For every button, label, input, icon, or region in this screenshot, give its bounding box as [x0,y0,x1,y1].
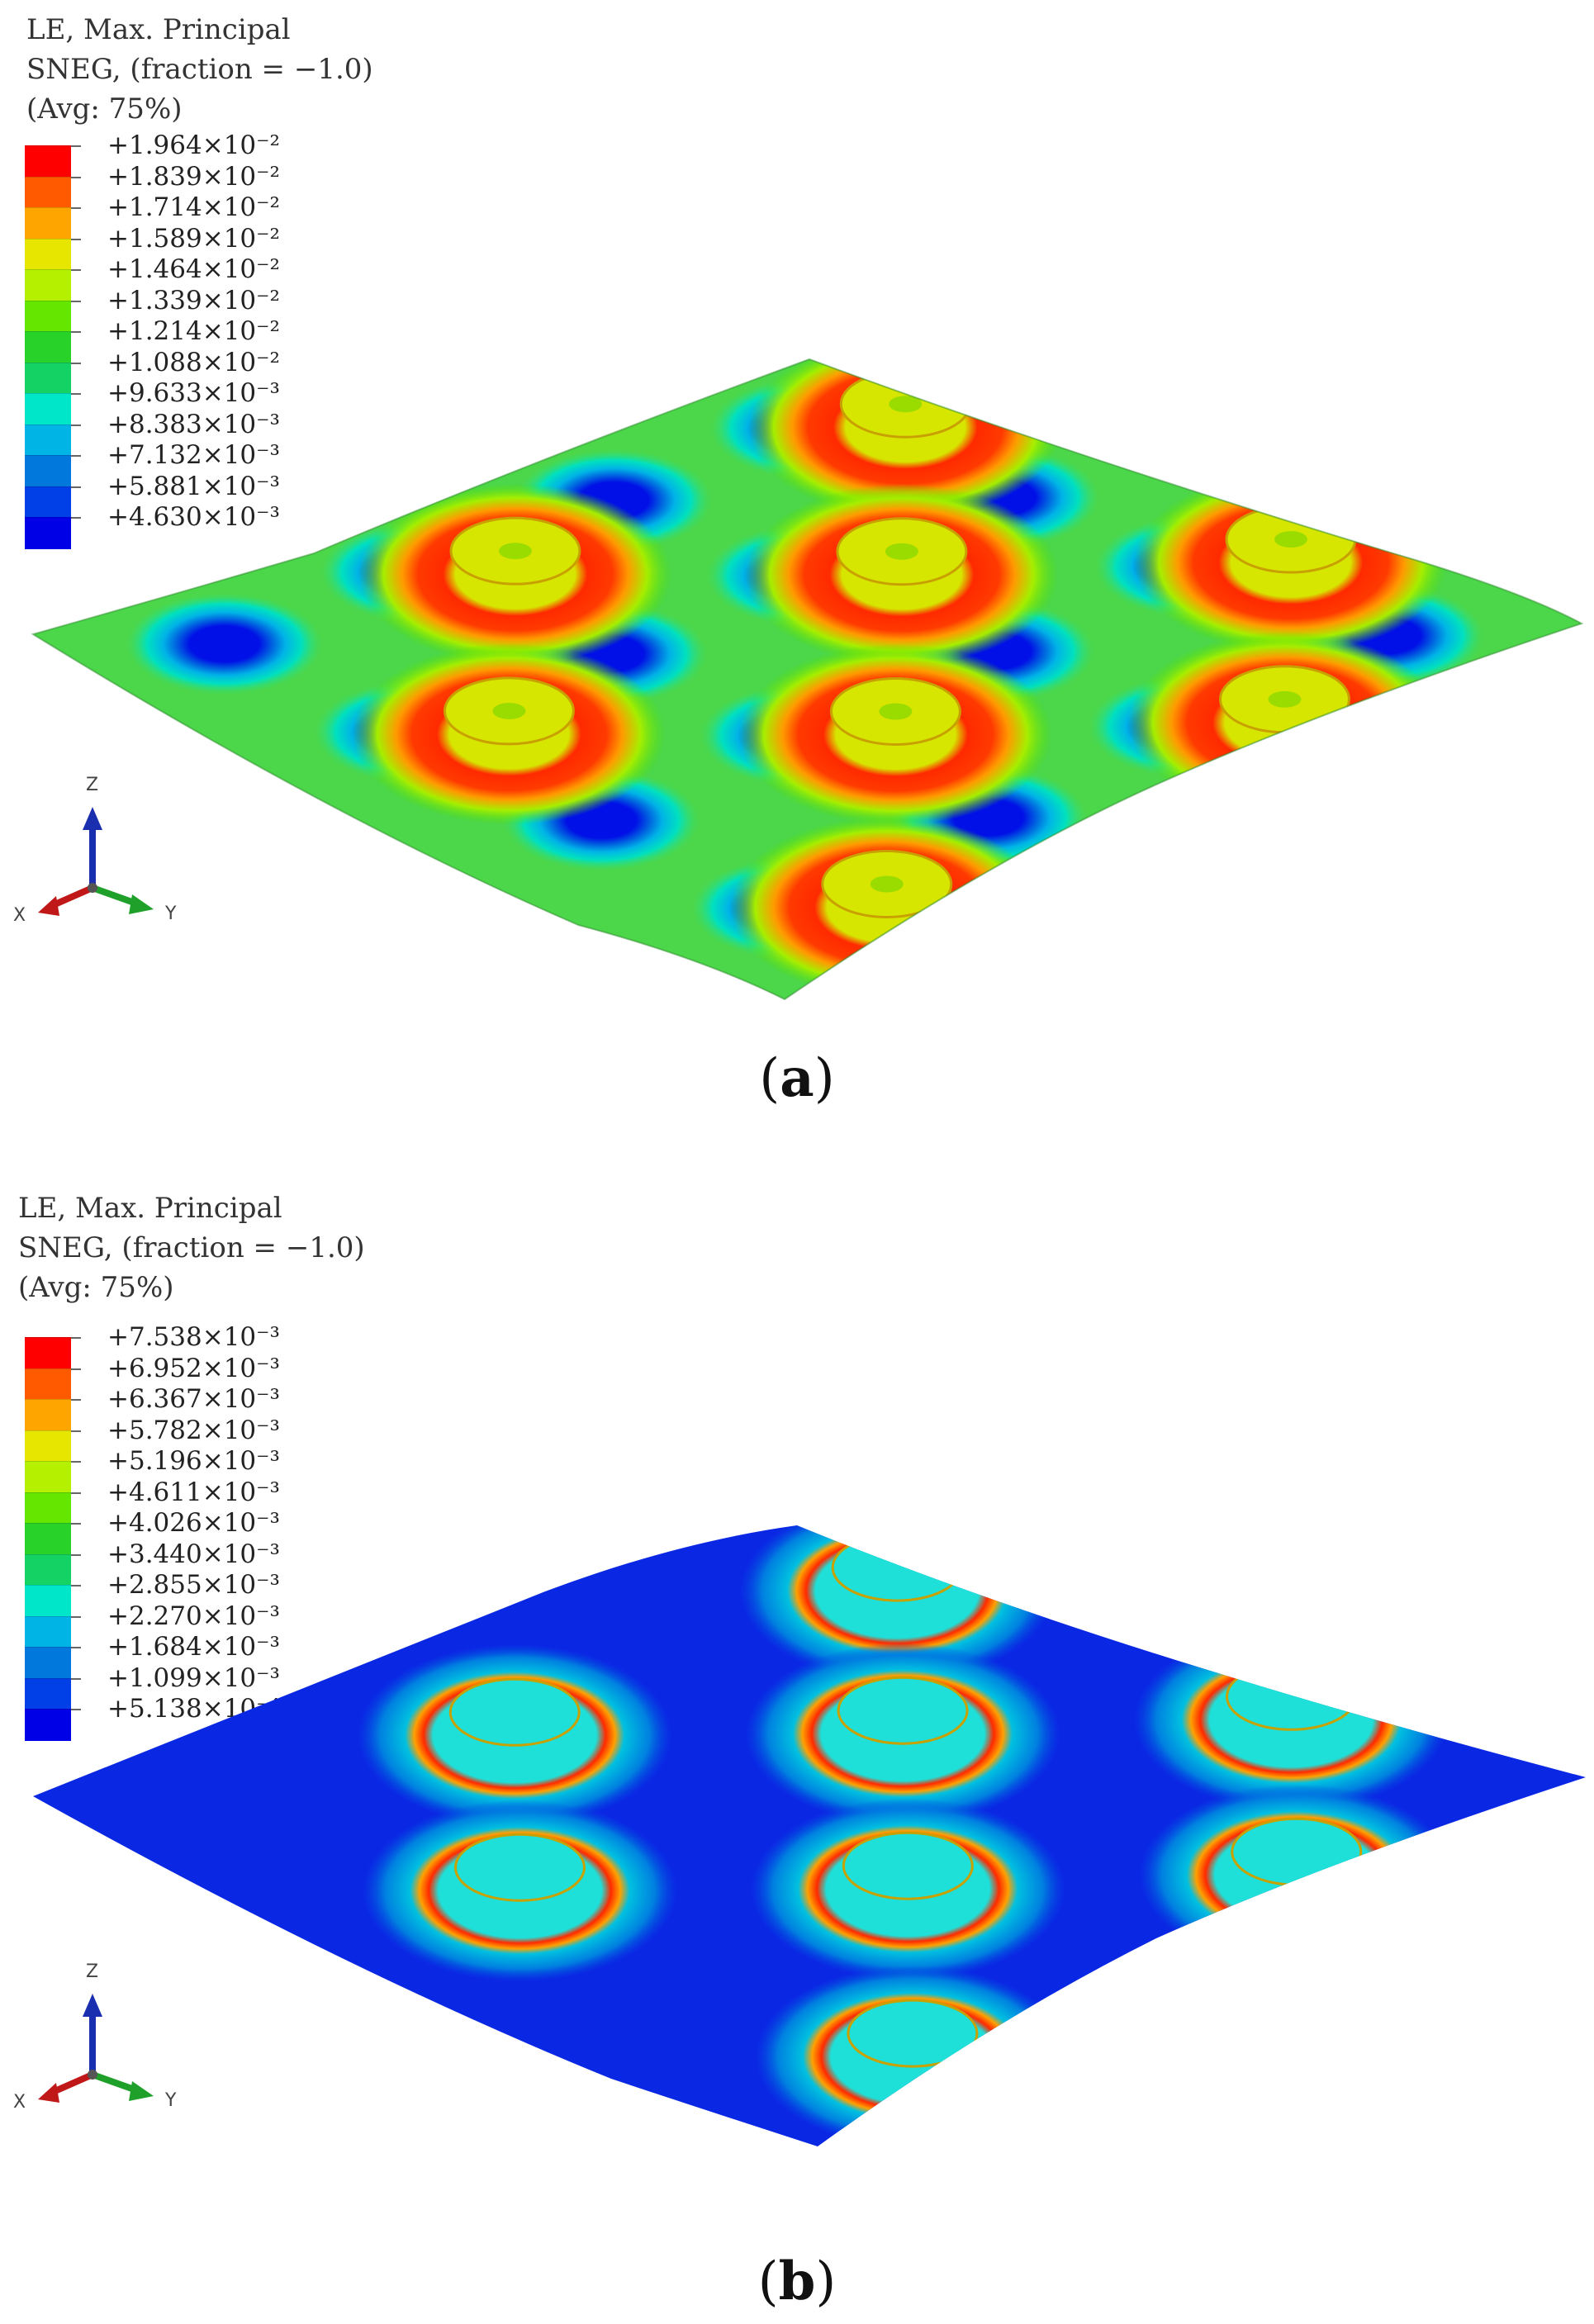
triad-y-label: Y [165,904,177,924]
legend-label: +4.611×10⁻³ [107,1477,280,1507]
legend-label: +3.440×10⁻³ [107,1539,280,1569]
legend-swatch [25,207,71,240]
dome-cap [448,1677,581,1747]
legend-swatch [25,1337,71,1369]
dome-cap [1226,1662,1358,1731]
legend-label: +5.881×10⁻³ [107,471,280,501]
legend-swatch [25,331,71,363]
legend-label: +1.714×10⁻² [107,192,280,222]
legend-swatch [25,300,71,332]
legend-swatch [25,424,71,456]
panel-caption-a: (a) [759,1047,835,1109]
z-axis-arrow-icon [83,807,102,830]
dome-cap [842,1831,974,1900]
dome-cap [453,1833,586,1902]
legend-label: +4.630×10⁻³ [107,502,280,532]
contour-section-point: SNEG, (fraction = −1.0) [26,53,373,86]
strain-low-region [125,592,324,695]
contour-variable-title: LE, Max. Principal [26,13,291,46]
legend-swatch [25,1615,71,1648]
legend-swatch [25,176,71,208]
panel-a: LE, Max. Principal SNEG, (fraction = −1.… [13,13,1584,1109]
legend-label: +2.855×10⁻³ [107,1570,280,1600]
triad-z-label: Z [86,775,99,795]
legend-label: +6.952×10⁻³ [107,1353,280,1383]
legend-swatch [25,1461,71,1493]
legend-label: +4.026×10⁻³ [107,1508,280,1538]
strain-contour-plot [31,358,1584,1001]
triad-y-label: Y [165,2090,177,2111]
contour-averaging: (Avg: 75%) [18,1271,174,1304]
legend-label: +9.633×10⁻³ [107,378,280,408]
dome-cap [847,1999,979,2068]
legend-swatch [25,1492,71,1524]
legend-label: +1.088×10⁻² [107,347,280,377]
legend-swatch [25,238,71,270]
legend-label: +1.684×10⁻³ [107,1632,280,1662]
legend-label: +5.196×10⁻³ [107,1446,280,1476]
legend-label: +1.214×10⁻² [107,316,280,346]
panel-b: LE, Max. Principal SNEG, (fraction = −1.… [0,1162,1594,2324]
legend-label: +1.339×10⁻² [107,285,280,315]
dome-cap [837,1676,969,1745]
legend-swatch [25,455,71,487]
legend-swatch [25,517,71,549]
legend-swatch [25,1553,71,1586]
legend-label: +7.538×10⁻³ [107,1322,280,1352]
legend-swatch [25,362,71,394]
legend-swatch [25,486,71,518]
legend-label: +1.464×10⁻² [107,254,280,284]
legend-swatch [25,1368,71,1400]
legend-label: +8.383×10⁻³ [107,409,280,439]
contour-section-point: SNEG, (fraction = −1.0) [18,1231,365,1264]
triad-z-label: Z [86,1961,99,1982]
triad-x-label: X [13,905,26,926]
legend-label: +7.132×10⁻³ [107,440,280,470]
legend-swatch [25,145,71,178]
triad-x-label: X [13,2092,26,2113]
legend-swatch [25,1709,71,1741]
legend-swatch [25,1585,71,1617]
legend-swatch [25,393,71,425]
y-axis-arrow-icon [129,894,154,914]
legend-swatch [25,1647,71,1679]
contour-averaging: (Avg: 75%) [26,92,183,126]
dome-cap [831,1533,963,1602]
x-axis-arrow-icon [38,896,59,916]
legend-swatch [25,1430,71,1462]
legend-label: +1.589×10⁻² [107,223,280,254]
panel-caption-b: (b) [757,2250,837,2312]
legend-swatch [25,269,71,301]
legend-label: +5.782×10⁻³ [107,1415,280,1445]
dome-cap [1231,1817,1363,1886]
legend-label: +1.964×10⁻² [107,130,280,160]
legend-swatch [25,1677,71,1710]
coordinate-triad [38,1994,154,2103]
legend-swatch [25,1399,71,1431]
z-axis-arrow-icon [83,1994,102,2017]
coordinate-triad [38,807,154,916]
legend-label: +1.839×10⁻² [107,161,280,192]
strain-contour-plot [33,1525,1586,2146]
legend-swatch [25,1523,71,1555]
legend-label: +6.367×10⁻³ [107,1384,280,1414]
legend-label: +2.270×10⁻³ [107,1601,280,1631]
x-axis-arrow-icon [38,2083,59,2103]
legend-label: +1.099×10⁻³ [107,1662,280,1693]
y-axis-arrow-icon [129,2081,154,2101]
contour-variable-title: LE, Max. Principal [18,1192,282,1225]
